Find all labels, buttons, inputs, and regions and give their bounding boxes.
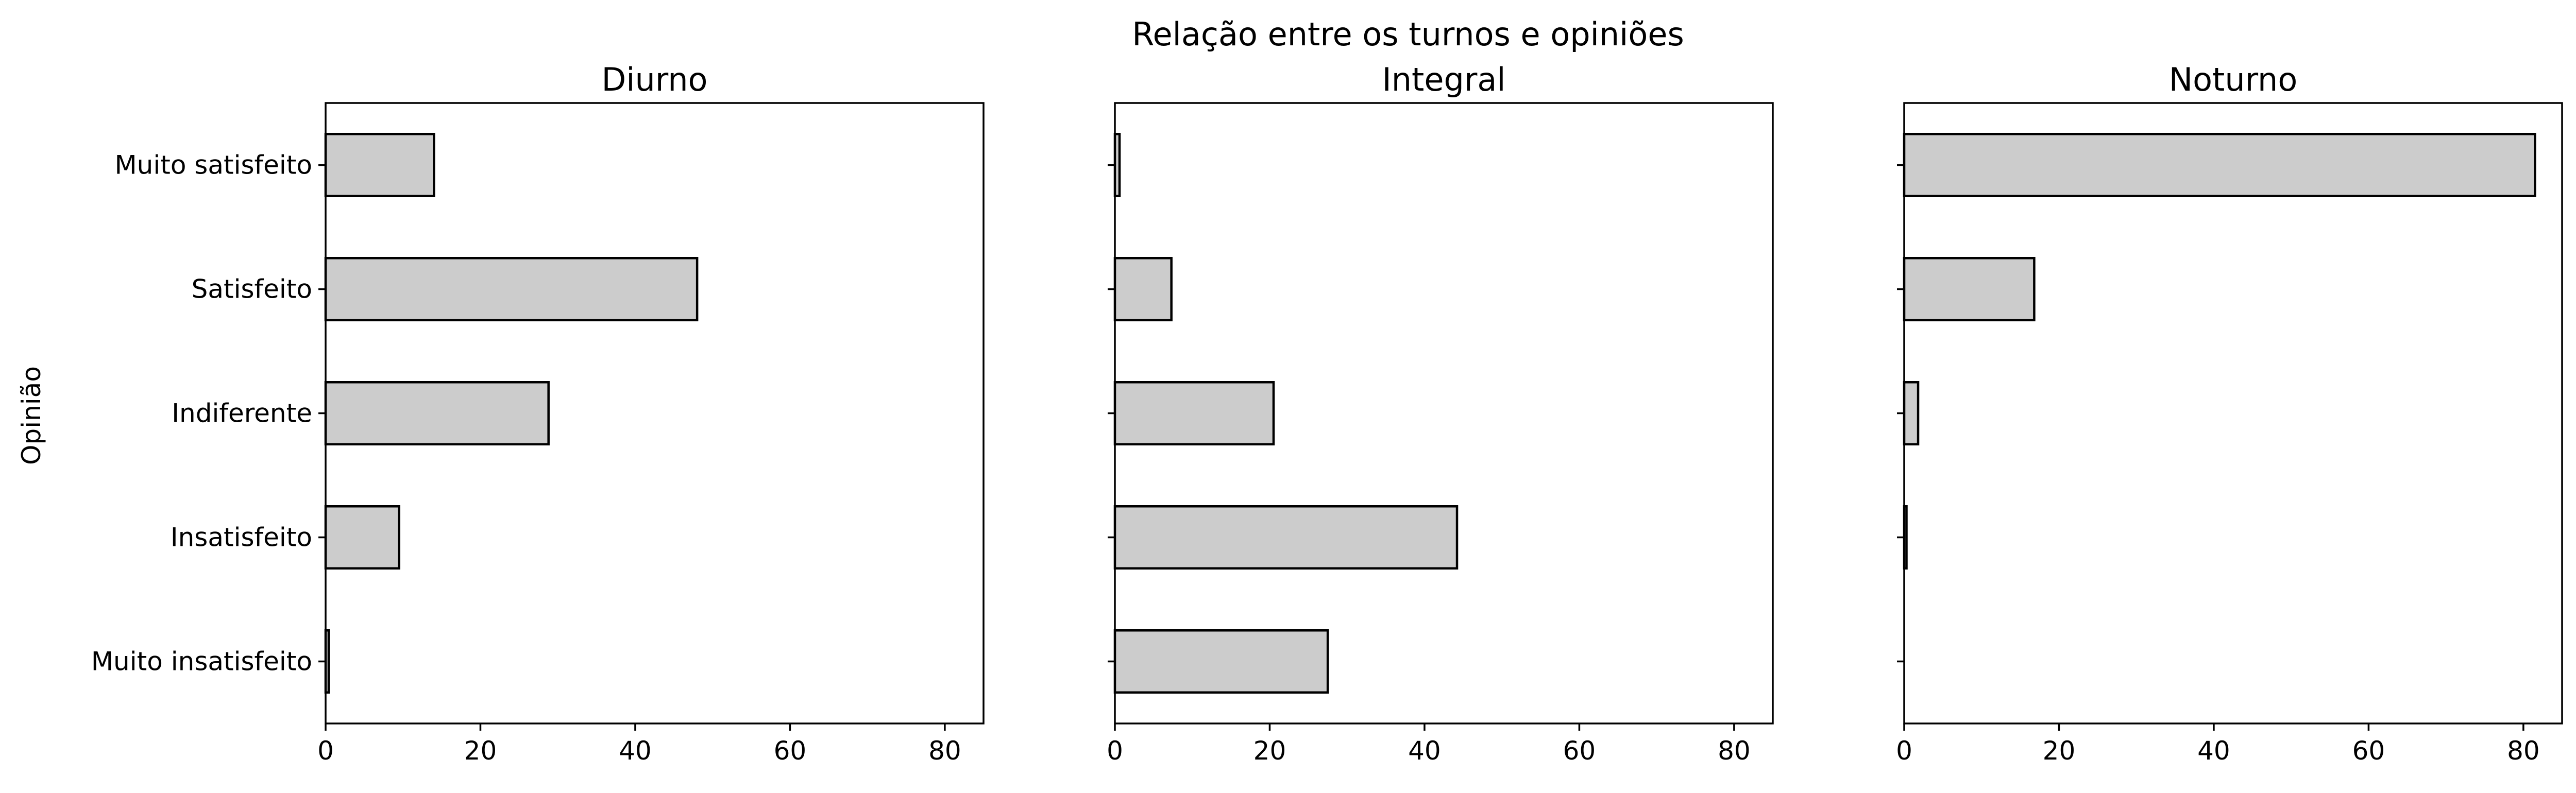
x-tick-label: 40 <box>2197 736 2230 766</box>
y-tick-label: Muito satisfeito <box>115 150 313 180</box>
y-tick-label: Insatisfeito <box>171 523 312 553</box>
x-tick-label: 80 <box>928 736 961 766</box>
bar-integral-5 <box>1113 629 1329 694</box>
y-axis-label: Opinião <box>16 366 46 465</box>
x-tick-label: 20 <box>464 736 497 766</box>
x-tick-label: 60 <box>1563 736 1596 766</box>
chart-suptitle: Relação entre os turnos e opiniões <box>1132 15 1684 53</box>
x-tick-label: 80 <box>1718 736 1751 766</box>
panel-integral: Integral 0 20 40 60 80 <box>1107 61 1774 766</box>
x-tick-label: 0 <box>1107 736 1123 766</box>
x-tick-label: 0 <box>1896 736 1912 766</box>
panel-title: Diurno <box>602 61 708 98</box>
panel-noturno: Noturno 0 20 40 60 80 <box>1896 61 2563 766</box>
panel-title: Noturno <box>2169 61 2298 98</box>
x-tick-label: 0 <box>317 736 334 766</box>
bar-integral-2 <box>1113 257 1173 321</box>
x-tick-label: 60 <box>2352 736 2385 766</box>
bar-integral-3 <box>1113 381 1275 445</box>
x-tick-label: 60 <box>774 736 807 766</box>
x-tick-label: 20 <box>1253 736 1286 766</box>
bar-noturno-3 <box>1903 381 1920 445</box>
x-tick-label: 80 <box>2507 736 2540 766</box>
bar-diurno-4 <box>324 505 400 570</box>
x-tick-label: 40 <box>619 736 652 766</box>
subplots: Diurno 0 20 40 60 80 Muito satisfeito Satisfeit… <box>91 61 2563 766</box>
bar-integral-4 <box>1113 505 1459 570</box>
bar-noturno-2 <box>1903 257 2036 321</box>
bar-diurno-2 <box>324 257 699 321</box>
y-tick-label: Muito insatisfeito <box>91 647 312 677</box>
panel-title: Integral <box>1382 61 1505 98</box>
y-tick-label: Satisfeito <box>192 274 312 304</box>
bar-diurno-1 <box>324 133 435 197</box>
panel-diurno: Diurno 0 20 40 60 80 Muito satisfeito Satisfeit… <box>91 61 985 766</box>
bar-diurno-3 <box>324 381 550 445</box>
x-tick-label: 20 <box>2043 736 2076 766</box>
bar-noturno-1 <box>1903 133 2536 197</box>
x-tick-label: 40 <box>1408 736 1441 766</box>
y-tick-label: Indiferente <box>172 399 312 428</box>
